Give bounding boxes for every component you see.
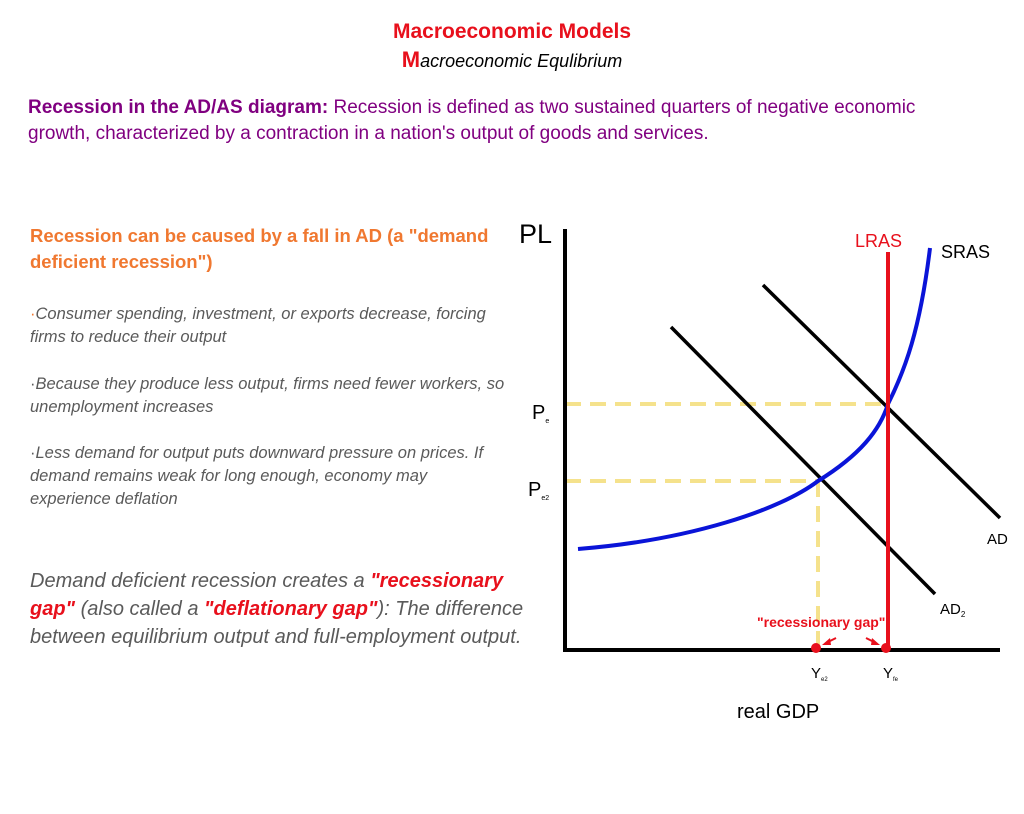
ye2-label-main: Y (811, 665, 821, 682)
ad2-label: AD2 (940, 601, 966, 619)
pe-label: Pe (532, 402, 549, 425)
page-subtitle: Macroeconomic Equlibrium (0, 48, 1024, 73)
bullet-text: Because they produce less output, firms … (30, 375, 505, 416)
pe2-label-main: P (528, 479, 541, 501)
subtitle-initial: M (401, 47, 421, 72)
gap-paragraph: Demand deficient recession creates a "re… (30, 567, 540, 651)
yfe-label: Yfe (883, 665, 899, 683)
bullet-dot: · (30, 375, 36, 393)
y-axis-label: PL (519, 219, 552, 249)
bullet-text: Consumer spending, investment, or export… (30, 305, 486, 346)
gap-part2: (also called a (75, 598, 205, 620)
ye2-label: Ye2 (811, 665, 828, 683)
gap-term-recessionary: "recessionary gap" (30, 570, 504, 620)
ad2-label-sub: 2 (961, 610, 966, 619)
bullet-consumer-spending: ·Consumer spending, investment, or expor… (30, 303, 510, 349)
pe2-label-sub: e2 (541, 495, 549, 502)
intro-text: Recession is defined as two sustained qu… (28, 97, 916, 144)
page-title: Macroeconomic Models (392, 20, 632, 43)
ad-label: AD (987, 531, 1008, 548)
recessionary-gap-label: "recessionary gap" (757, 614, 885, 630)
lras-label: LRAS (855, 231, 902, 251)
bullet-text: Less demand for output puts downward pre… (30, 444, 484, 508)
ad-curve (761, 283, 1002, 520)
x-axis-label: real GDP (737, 701, 819, 723)
pe-label-sub: e (545, 418, 549, 425)
ad2-curve (669, 325, 937, 596)
subtitle-rest: acroeconomic Equlibrium (420, 51, 623, 71)
ye2-marker (811, 643, 821, 653)
gap-arrowhead-left-icon (822, 638, 831, 645)
bullet-dot: · (30, 444, 36, 462)
gap-part3: ): The difference between equilibrium ou… (30, 598, 524, 648)
ye2-label-sub: e2 (821, 677, 828, 683)
sras-label: SRAS (941, 242, 990, 262)
sras-curve (577, 247, 932, 551)
yfe-label-main: Y (883, 665, 893, 682)
ad2-label-main: AD (940, 601, 961, 618)
bullet-unemployment: ·Because they produce less output, firms… (30, 373, 510, 419)
yfe-marker (881, 643, 891, 653)
gap-term-deflationary: "deflationary gap" (204, 598, 378, 620)
gap-part1: Demand deficient recession creates a (30, 570, 371, 592)
intro-lead: Recession in the AD/AS diagram: (28, 97, 329, 118)
cause-heading: Recession can be caused by a fall in AD … (30, 225, 489, 272)
bullet-deflation: ·Less demand for output puts downward pr… (30, 442, 510, 511)
pe-label-main: P (532, 402, 545, 424)
yfe-label-sub: fe (893, 677, 899, 683)
pe2-label: Pe2 (528, 479, 549, 502)
gap-arrowhead-right-icon (871, 638, 880, 645)
bullet-dot: · (30, 305, 36, 323)
intro-paragraph: Recession in the AD/AS diagram: Recessio… (28, 95, 978, 147)
